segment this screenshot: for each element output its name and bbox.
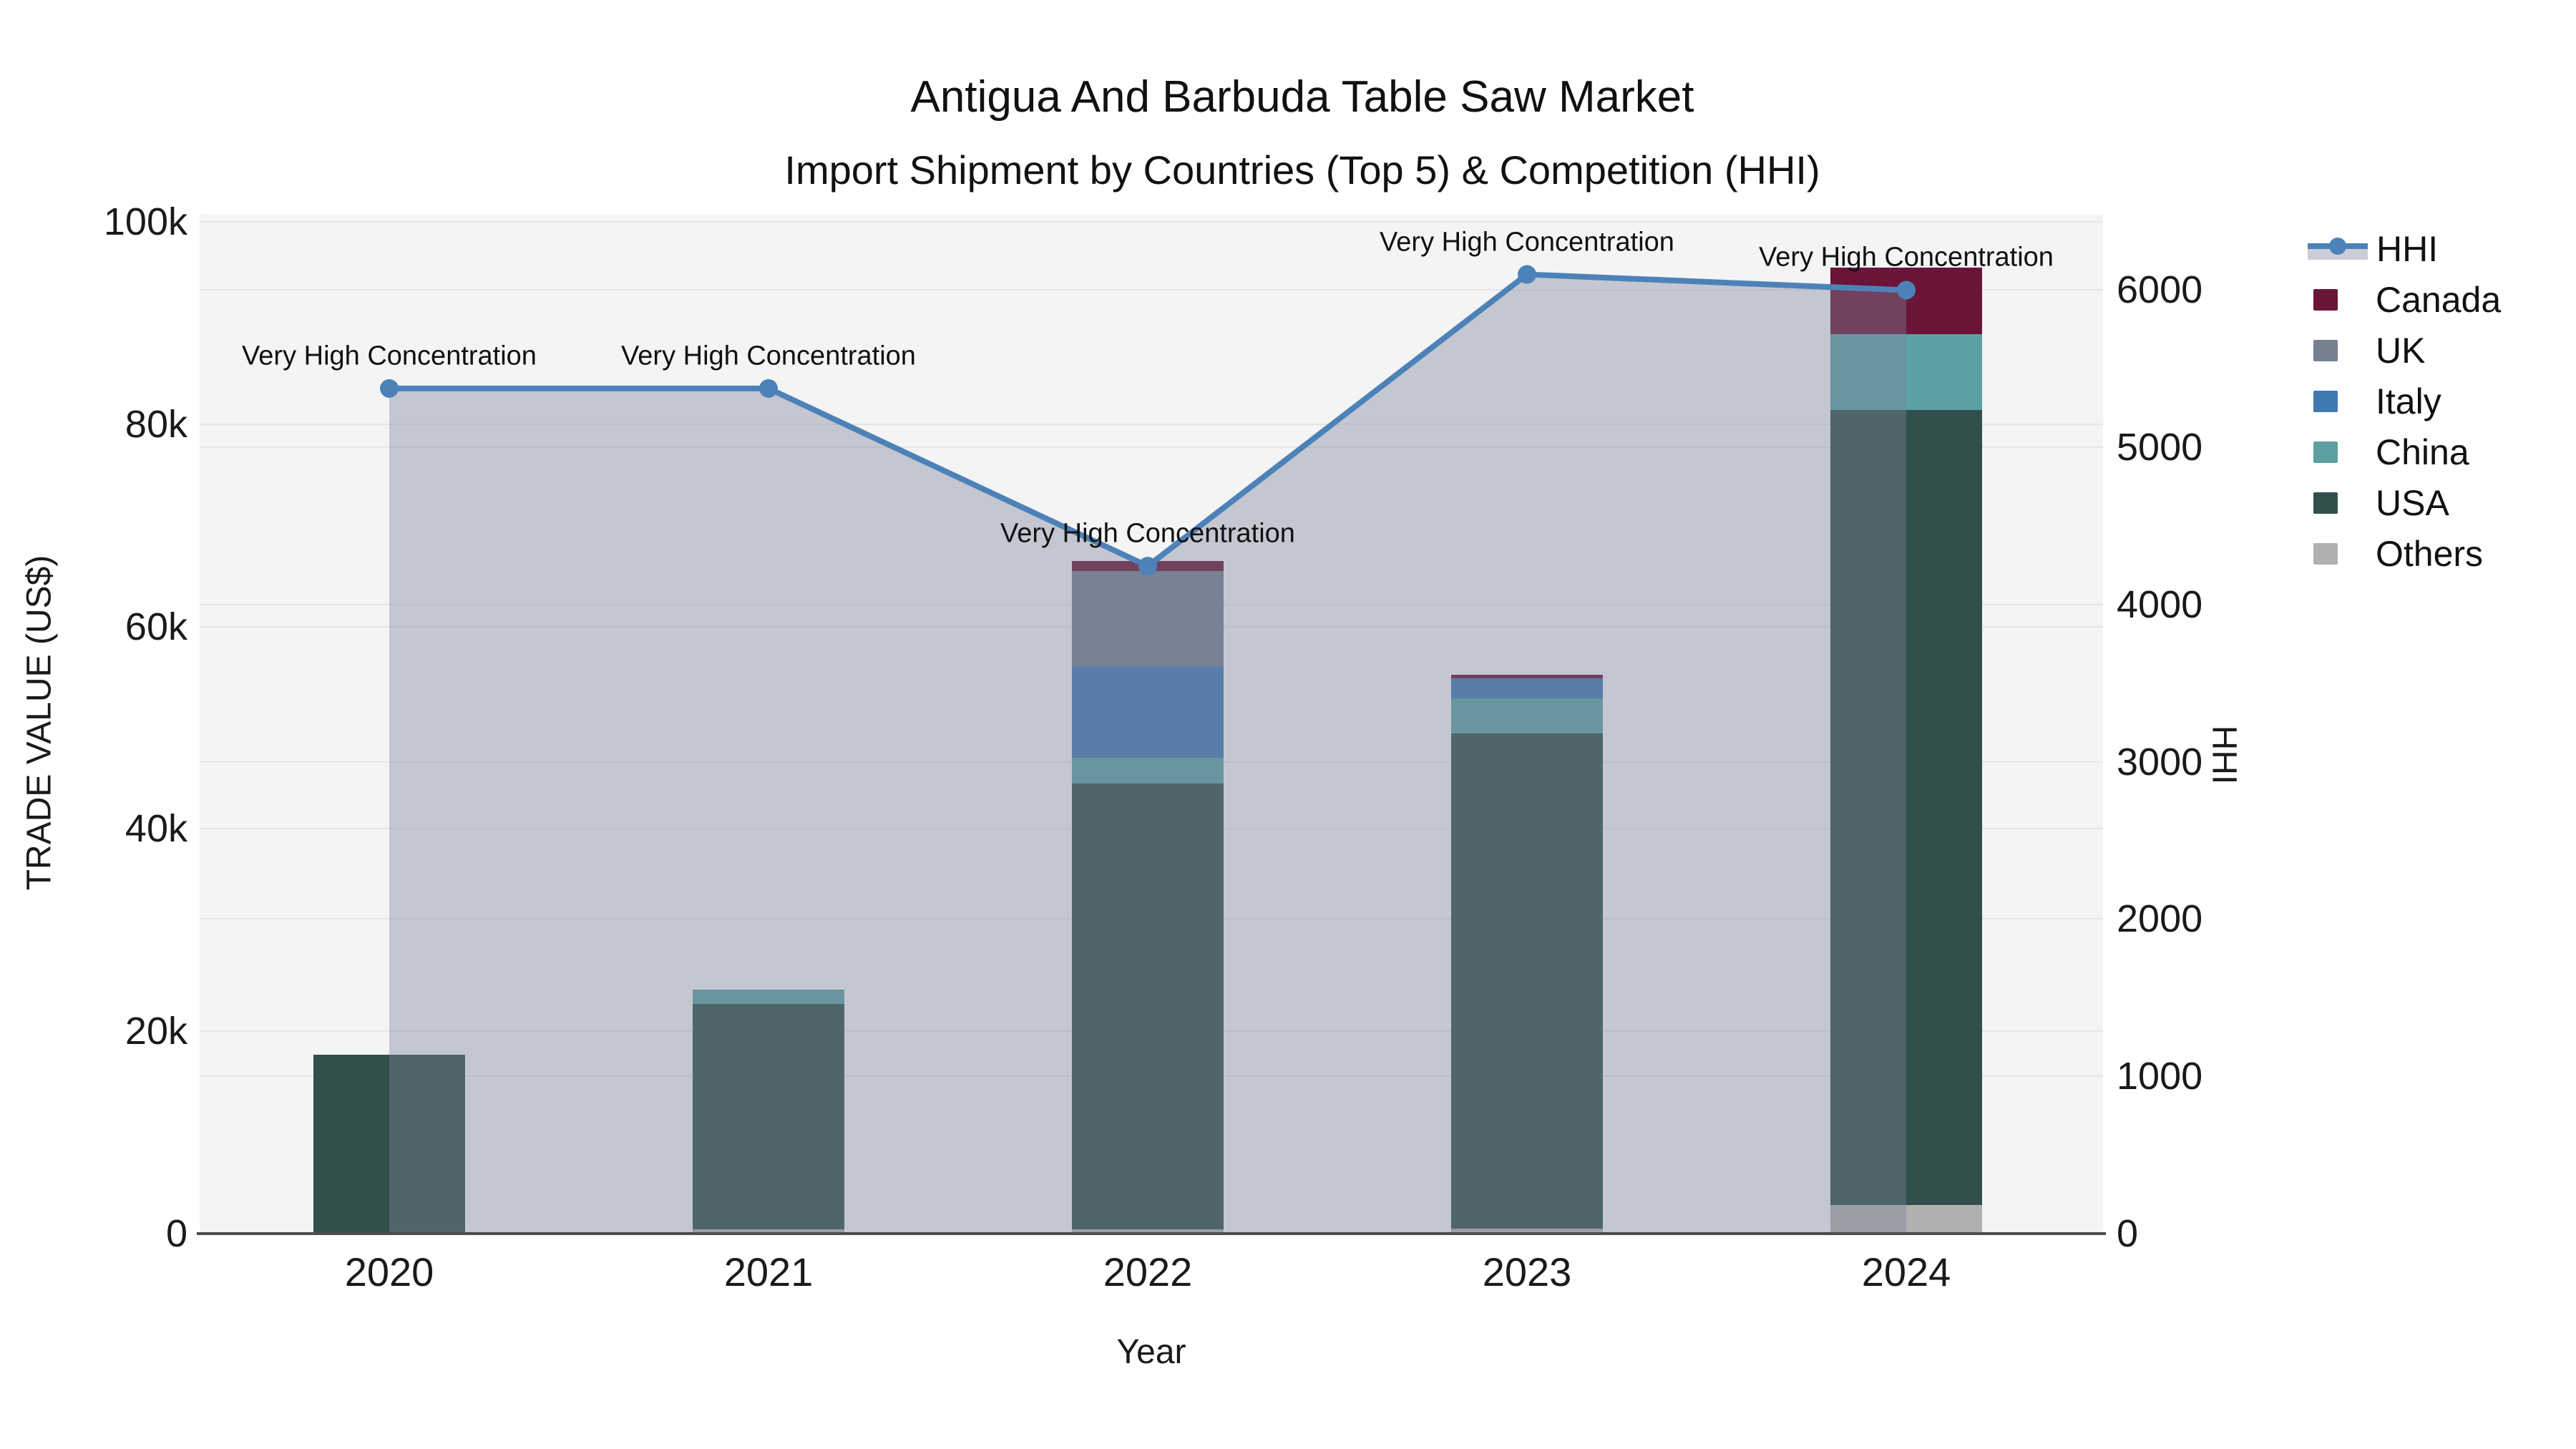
y-left-tick-label: 20k [125,1010,187,1053]
y-left-axis-title: TRADE VALUE (US$) [20,555,59,891]
y-left-tick-label: 100k [103,200,187,243]
legend-label: China [2376,431,2469,472]
legend-label: Canada [2376,279,2502,320]
bar-segment-canada[interactable] [1451,675,1603,678]
legend-label: Others [2376,533,2484,574]
annotation-very-high-concentration: Very High Concentration [621,341,916,371]
y-right-tick-label: 5000 [2117,426,2203,469]
legend-swatch-icon [2313,441,2338,463]
y-left-tick-label: 0 [165,1212,187,1255]
bar-segment-china[interactable] [693,990,844,1004]
gridline-right [200,289,2103,291]
x-axis-title: Year [1116,1333,1186,1371]
hhi-trace [380,265,1916,1234]
y-left-tick-label: 80k [125,402,187,446]
legend-item-uk[interactable]: UK [2308,325,2425,376]
legend-item-canada[interactable]: Canada [2308,274,2501,325]
legend-item-others[interactable]: Others [2308,528,2483,579]
bar-segment-others[interactable] [693,1229,844,1234]
annotation-very-high-concentration: Very High Concentration [1380,227,1674,257]
bar-segment-usa[interactable] [1830,409,1982,1206]
legend-label: HHI [2376,228,2439,269]
plot-area [200,215,2103,1234]
hhi-marker[interactable] [380,379,399,398]
hhi-marker[interactable] [1138,557,1157,576]
annotation-very-high-concentration: Very High Concentration [1759,242,2054,273]
bar-segment-usa[interactable] [313,1054,465,1234]
chart-subtitle: Import Shipment by Countries (Top 5) & C… [784,147,1820,192]
hhi-marker[interactable] [759,379,778,398]
legend-swatch-icon [2313,339,2338,361]
bar-segment-usa[interactable] [1072,783,1224,1230]
legend-label: UK [2376,330,2426,371]
legend-item-china[interactable]: China [2308,426,2469,477]
y-right-tick-label: 1000 [2117,1055,2203,1098]
legend-swatch-icon [2313,288,2338,311]
bar-segment-others[interactable] [1830,1205,1982,1234]
bar-segment-italy[interactable] [1072,665,1224,758]
legend-swatch-icon [2313,390,2338,412]
x-tick-label: 2024 [1861,1249,1951,1294]
x-tick-label: 2023 [1482,1249,1572,1294]
hhi-area-fill [389,274,1906,1234]
y-left-tick-label: 40k [125,807,187,851]
legend-label: USA [2376,482,2449,523]
y-right-tick-label: 4000 [2117,582,2203,626]
y-right-tick-label: 6000 [2117,268,2203,312]
legend-label: Italy [2376,381,2441,421]
legend-swatch-icon [2313,542,2338,565]
legend-item-usa[interactable]: USA [2308,477,2449,528]
legend-item-hhi[interactable]: HHI [2308,223,2438,274]
chart-title: Antigua And Barbuda Table Saw Market [910,72,1694,122]
bar-segment-usa[interactable] [693,1004,844,1230]
hhi-marker[interactable] [1518,265,1536,284]
bar-segment-others[interactable] [1072,1229,1224,1234]
bar-segment-italy[interactable] [1451,678,1603,698]
y-right-tick-label: 2000 [2117,897,2203,941]
gridline-left [200,220,2103,223]
annotation-very-high-concentration: Very High Concentration [242,341,537,371]
bar-segment-china[interactable] [1451,698,1603,734]
y-left-tick-label: 60k [125,605,187,648]
gridline-left [200,423,2103,425]
y-right-tick-label: 3000 [2117,740,2203,784]
x-tick-label: 2022 [1103,1249,1193,1294]
x-tick-label: 2021 [723,1249,814,1294]
bar-segment-canada[interactable] [1830,267,1982,334]
legend-item-italy[interactable]: Italy [2308,376,2441,426]
bar-segment-others[interactable] [1451,1228,1603,1234]
x-axis-line [197,1232,2106,1235]
annotation-very-high-concentration: Very High Concentration [1000,518,1295,549]
y-right-tick-label: 0 [2117,1212,2139,1255]
bar-segment-china[interactable] [1830,333,1982,410]
bar-segment-usa[interactable] [1451,733,1603,1229]
gridline-right [200,447,2103,449]
bar-segment-uk[interactable] [1072,570,1224,666]
bar-segment-china[interactable] [1072,758,1224,784]
hhi-legend-sample-icon [2308,233,2368,265]
x-tick-label: 2020 [344,1249,434,1294]
hhi-marker[interactable] [1897,280,1916,300]
legend-swatch-icon [2313,492,2338,514]
